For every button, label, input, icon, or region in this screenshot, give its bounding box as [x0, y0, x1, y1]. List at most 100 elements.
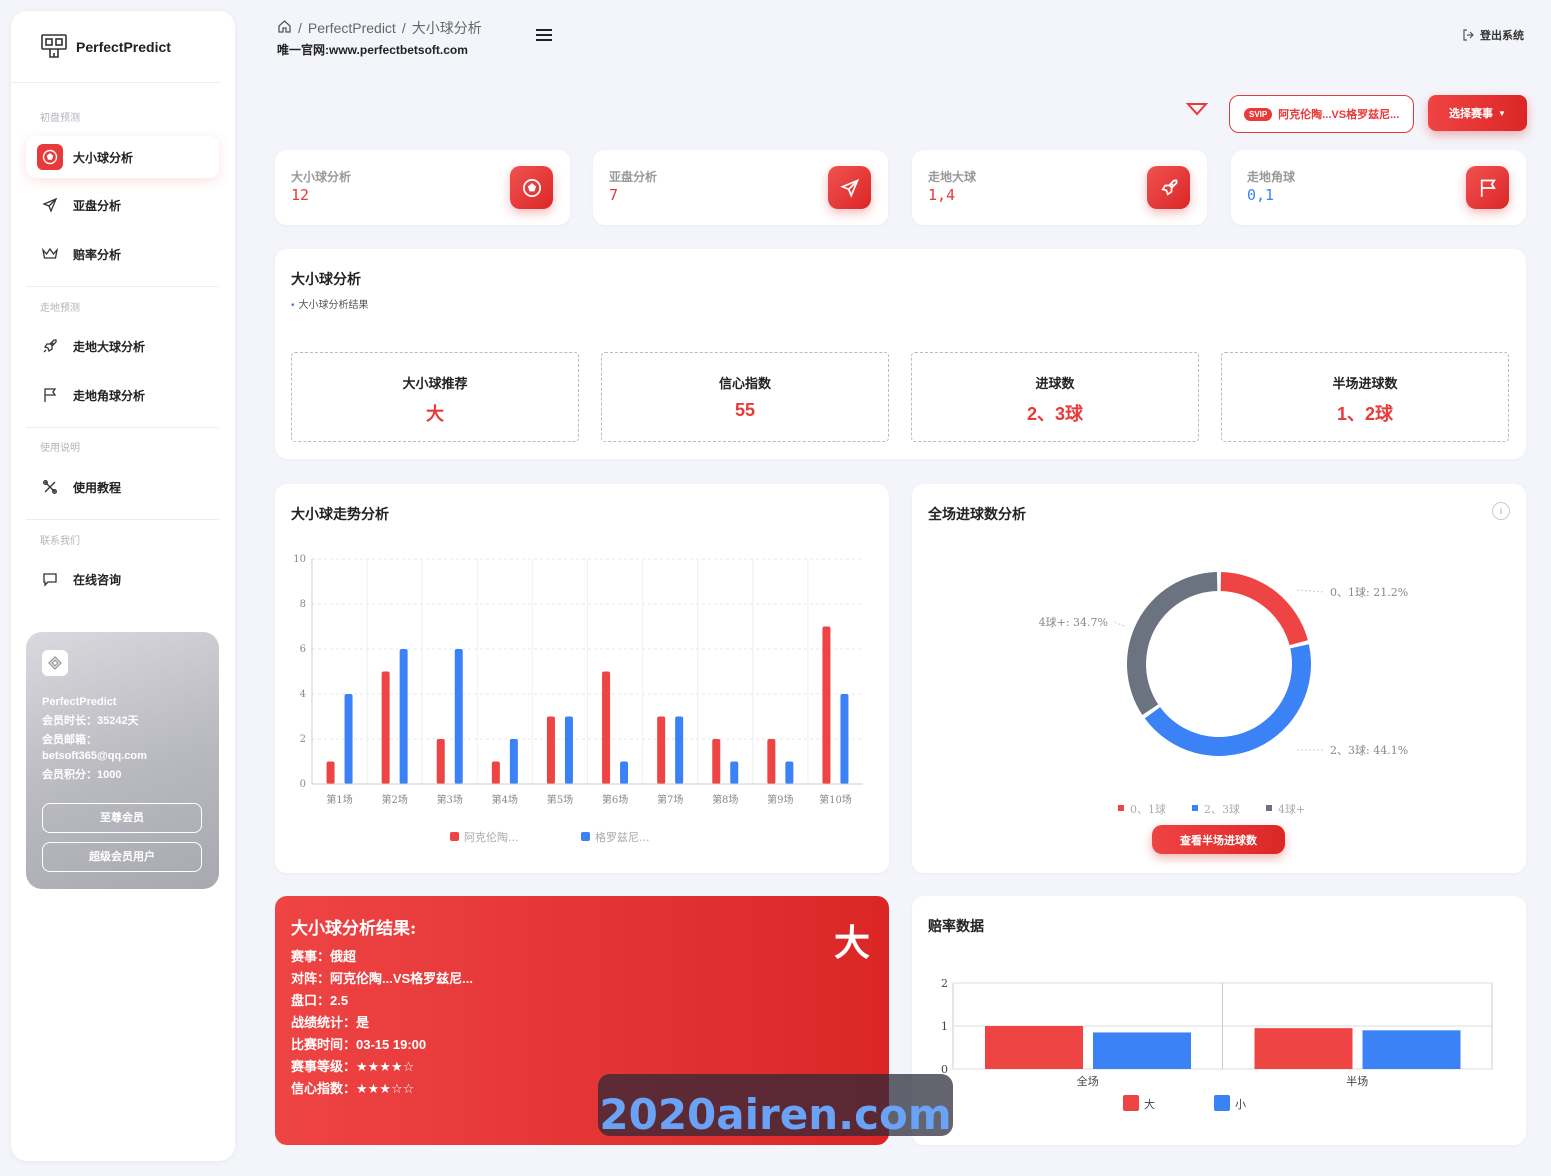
- member-card: PerfectPredict 会员时长：35242天 会员邮箱： betsoft…: [26, 632, 219, 889]
- member-email: betsoft365@qq.com: [42, 750, 147, 762]
- brand[interactable]: PerfectPredict: [11, 11, 221, 83]
- bar-away: [454, 649, 463, 784]
- bar-home: [491, 761, 500, 784]
- legend-label: 0、1球: [1130, 802, 1166, 816]
- sidebar-item-label: 赔率分析: [73, 247, 122, 262]
- slice-leader-line: [1113, 621, 1125, 627]
- super-member-button[interactable]: 超级会员用户: [42, 842, 202, 872]
- legend-label: 格罗兹尼...: [595, 830, 650, 844]
- trend-panel: 大小球走势分析 0 2 4 6 8 10 第1场 第2场 第3场 第4场 第5场 第6场 第7场 第8场 第…: [275, 484, 889, 873]
- section-label-pre: 初盘预测: [40, 113, 80, 124]
- member-email-label: 会员邮箱：: [42, 734, 97, 746]
- result-card-title: 大小球分析结果:: [291, 919, 417, 939]
- result-label: 大小球推荐: [402, 376, 468, 391]
- y-tick-label: 2: [300, 734, 306, 745]
- y-tick-label: 0: [941, 1063, 948, 1076]
- result-value: 55: [734, 400, 756, 420]
- stat-card-over-under[interactable]: 大小球分析 12: [275, 150, 570, 225]
- legend-swatch: [1266, 805, 1272, 811]
- sidebar-item-label: 走地大球分析: [73, 339, 146, 354]
- sidebar-item-over-under[interactable]: 大小球分析: [26, 136, 219, 178]
- y-tick-label: 10: [293, 554, 306, 565]
- x-tick-label: 第2场: [381, 793, 407, 806]
- bar-away: [675, 716, 684, 784]
- site-url: 唯一官网:www.perfectbetsoft.com: [277, 43, 468, 57]
- x-tick-label: 第1场: [326, 793, 352, 806]
- logout-label: 登出系统: [1480, 30, 1524, 42]
- goals-panel: 全场进球数分析 i 0、1球: 21.2% 2、3球: 44.1% 4球+: 34.…: [912, 484, 1526, 873]
- triangle-down-icon[interactable]: [1185, 102, 1209, 121]
- legend-label: 小: [1235, 1098, 1246, 1111]
- x-tick-label: 第9场: [767, 793, 793, 806]
- stat-label: 走地大球: [928, 170, 977, 184]
- info-icon[interactable]: i: [1492, 502, 1510, 520]
- section-label-live: 走地预测: [40, 303, 80, 314]
- sidebar-item-asian-handicap[interactable]: 亚盘分析: [26, 184, 219, 226]
- view-half-goals-button[interactable]: 查看半场进球数: [1152, 825, 1285, 854]
- section-label-help: 使用说明: [40, 443, 80, 454]
- divider: [26, 519, 219, 520]
- sidebar-item-live-corner[interactable]: 走地角球分析: [26, 374, 219, 416]
- legend-label: 阿克伦陶...: [464, 830, 519, 844]
- stat-card-live-over[interactable]: 走地大球 1,4: [912, 150, 1207, 225]
- watermark: 2020airen.com: [598, 1074, 953, 1136]
- bar-over: [985, 1026, 1083, 1069]
- sidebar-item-label: 亚盘分析: [73, 198, 122, 213]
- sidebar-item-tutorial[interactable]: 使用教程: [26, 466, 219, 508]
- legend-swatch: [1118, 805, 1124, 811]
- sidebar-item-odds[interactable]: 赔率分析: [26, 233, 219, 275]
- y-tick-label: 4: [300, 689, 306, 700]
- bar-under: [1093, 1032, 1191, 1069]
- stat-card-asian[interactable]: 亚盘分析 7: [593, 150, 888, 225]
- legend-swatch: [1214, 1095, 1230, 1111]
- y-tick-label: 2: [941, 977, 948, 990]
- current-match-pill[interactable]: SVIP 阿克伦陶...VS格罗兹尼...: [1229, 95, 1414, 133]
- logo-icon: [41, 33, 67, 58]
- hamburger-menu-icon[interactable]: [535, 27, 553, 43]
- x-tick-label: 第8场: [712, 793, 738, 806]
- sidebar-item-live-over[interactable]: 走地大球分析: [26, 325, 219, 367]
- crown-icon: [40, 244, 60, 264]
- member-points: 会员积分：1000: [42, 769, 122, 781]
- bar-home: [767, 739, 776, 784]
- panel-subtitle: 大小球分析结果: [291, 296, 369, 311]
- sidebar-item-label: 使用教程: [73, 480, 122, 495]
- logout-icon: [1463, 29, 1474, 41]
- breadcrumb-sep: /: [298, 20, 302, 36]
- panel-title: 大小球走势分析: [291, 506, 389, 522]
- breadcrumb-home[interactable]: PerfectPredict: [307, 20, 396, 36]
- sidebar-item-chat[interactable]: 在线咨询: [26, 558, 219, 600]
- sidebar-item-label: 走地角球分析: [73, 388, 146, 403]
- select-match-label: 选择赛事: [1449, 108, 1494, 120]
- bar-away: [564, 716, 573, 784]
- send-icon: [40, 195, 60, 215]
- member-name: PerfectPredict: [42, 696, 117, 708]
- result-label: 进球数: [1035, 376, 1075, 391]
- flag-icon: [1466, 166, 1509, 209]
- slice-leader-line: [1296, 589, 1325, 593]
- member-duration: 会员时长：35242天: [42, 715, 139, 727]
- x-tick-label: 第3场: [437, 793, 463, 806]
- x-tick-label: 第5场: [547, 793, 573, 806]
- bar-away: [730, 761, 739, 784]
- result-card-verdict: 大: [833, 922, 870, 963]
- logout-button[interactable]: 登出系统: [1462, 27, 1524, 43]
- slice-label: 0、1球: 21.2%: [1330, 585, 1408, 599]
- bar-home: [602, 671, 611, 784]
- select-match-button[interactable]: 选择赛事 ▼: [1428, 95, 1527, 131]
- result-box-recommend: 大小球推荐 大: [291, 352, 579, 442]
- bar-home: [326, 761, 335, 784]
- stat-card-live-corner[interactable]: 走地角球 0,1: [1231, 150, 1526, 225]
- bar-away: [399, 649, 408, 784]
- result-row-handicap: 盘口：2.5: [291, 993, 349, 1008]
- x-tick-label: 第4场: [492, 793, 518, 806]
- sidebar-item-label: 大小球分析: [73, 150, 134, 165]
- y-tick-label: 0: [300, 779, 306, 790]
- brand-name: PerfectPredict: [76, 38, 171, 55]
- bar-home: [712, 739, 721, 784]
- bar-home: [436, 739, 445, 784]
- home-icon[interactable]: [277, 19, 292, 37]
- vip-button[interactable]: 至尊会员: [42, 803, 202, 833]
- result-row-matchup: 对阵：阿克伦陶...VS格罗兹尼...: [291, 971, 474, 986]
- stat-label: 大小球分析: [291, 170, 352, 184]
